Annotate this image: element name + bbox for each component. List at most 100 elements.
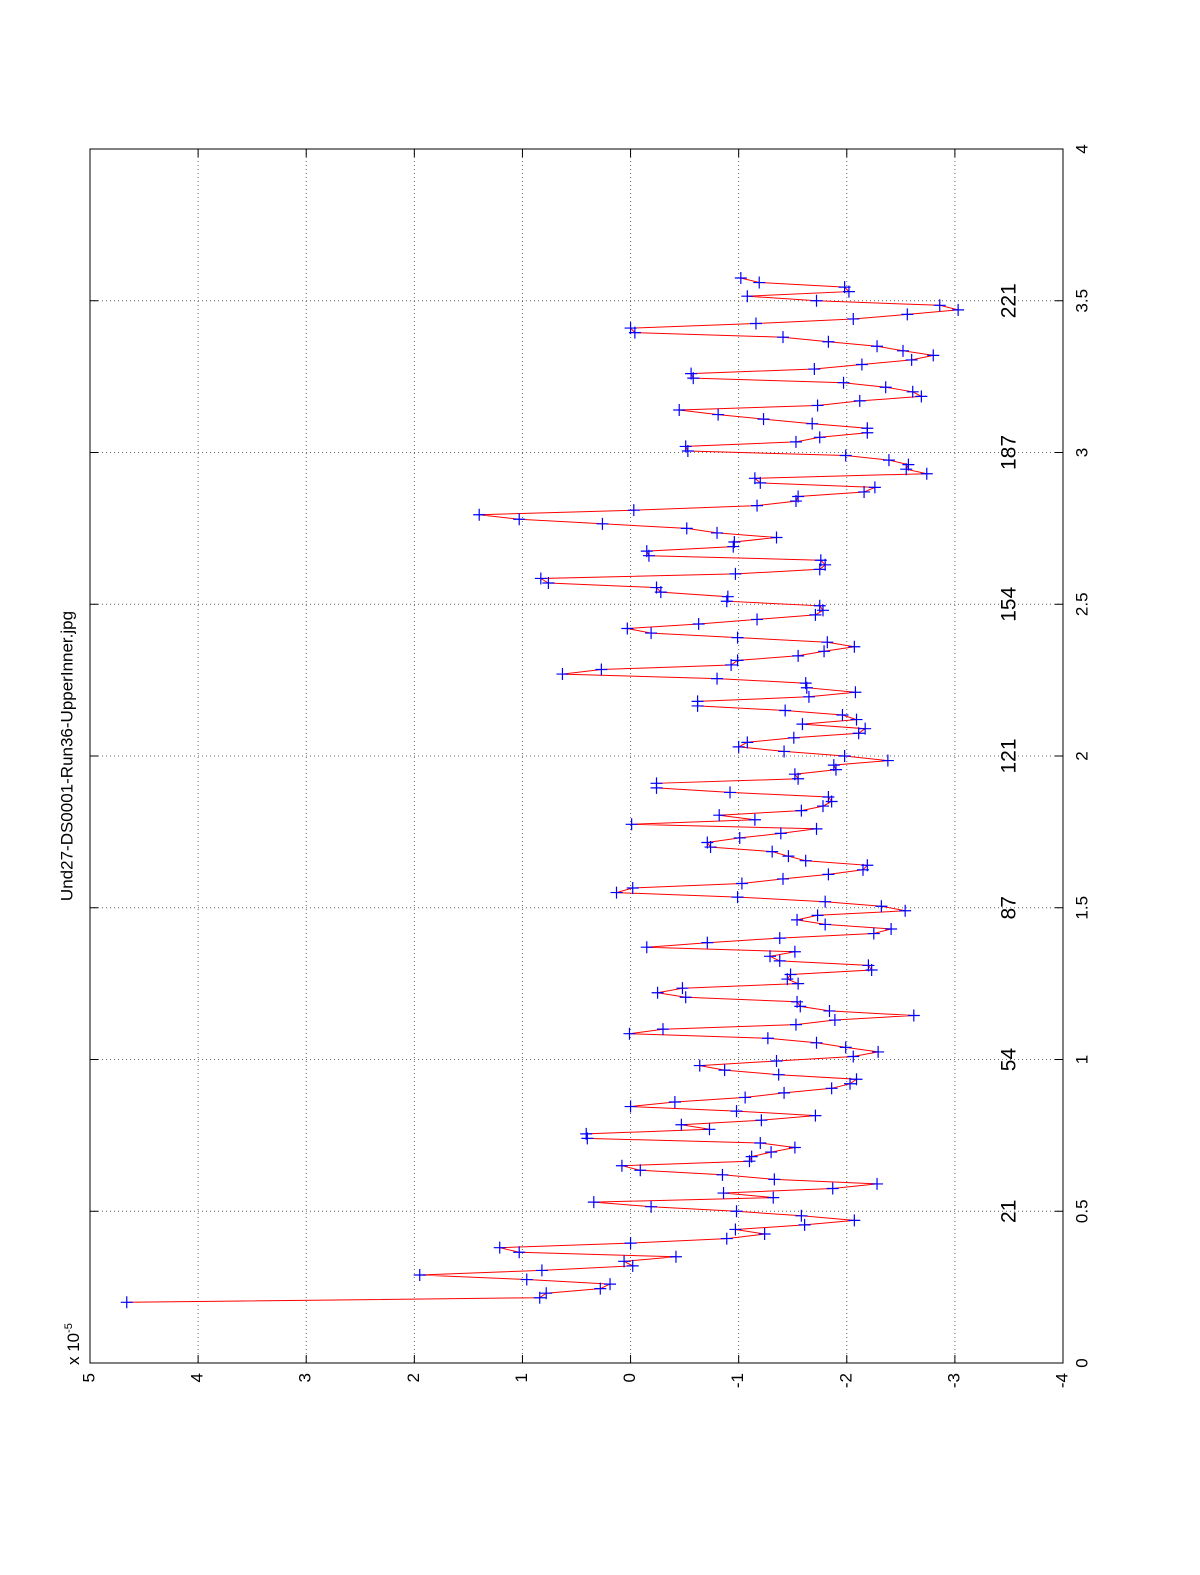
y-tick-label: -2 — [836, 1373, 855, 1388]
data-marker — [730, 1105, 743, 1118]
data-marker — [784, 968, 797, 981]
data-marker — [701, 936, 714, 949]
data-marker — [879, 381, 892, 394]
axis-multiplier: x 10-5 — [63, 1323, 84, 1365]
chart-title: Und27-DS0001-Run36-UpperInner.jpg — [57, 611, 76, 901]
data-marker — [754, 1136, 767, 1149]
annotation: 154 — [998, 586, 1021, 621]
data-marker — [693, 1059, 706, 1072]
data-marker — [712, 408, 725, 421]
data-marker — [701, 836, 714, 849]
y-tick-label: 0 — [620, 1373, 639, 1382]
data-marker — [625, 818, 638, 831]
data-marker — [764, 950, 777, 963]
data-marker — [813, 599, 826, 612]
annotation: 21 — [998, 1200, 1021, 1223]
data-marker — [901, 308, 914, 321]
data-marker — [848, 1214, 861, 1227]
data-marker — [813, 431, 826, 444]
data-marker — [734, 271, 747, 284]
x-tick-label: 3 — [1072, 448, 1091, 457]
data-marker — [896, 344, 909, 357]
data-marker — [766, 845, 779, 858]
data-marker — [808, 363, 821, 376]
multiplier-base: x 10 — [64, 1333, 83, 1365]
y-tick-label: 2 — [404, 1373, 423, 1382]
data-marker — [623, 1027, 636, 1040]
data-marker — [882, 454, 895, 467]
data-marker — [838, 281, 851, 294]
data-marker — [902, 458, 915, 471]
data-marker — [776, 872, 789, 885]
data-marker — [685, 367, 698, 380]
data-marker — [933, 299, 946, 312]
data-marker — [680, 522, 693, 535]
data-marker — [731, 891, 744, 904]
data-marker — [852, 727, 865, 740]
data-marker — [673, 404, 686, 417]
data-marker — [770, 531, 783, 544]
data-marker — [837, 376, 850, 389]
data-marker — [850, 1073, 863, 1086]
data-marker — [792, 649, 805, 662]
data-marker — [779, 704, 792, 717]
data-marker — [732, 740, 745, 753]
data-marker — [773, 932, 786, 945]
data-marker — [861, 422, 874, 435]
data-marker — [788, 768, 801, 781]
data-marker — [858, 485, 871, 498]
data-marker — [816, 800, 829, 813]
data-marker — [789, 435, 802, 448]
data-marker — [774, 827, 787, 840]
data-marker — [580, 1127, 593, 1140]
data-marker — [615, 1159, 628, 1172]
data-marker — [814, 554, 827, 567]
data-marker — [749, 317, 762, 330]
data-marker — [703, 1123, 716, 1136]
data-marker — [624, 1100, 637, 1113]
x-tick-label: 1 — [1072, 1055, 1091, 1064]
data-marker — [761, 1032, 774, 1045]
data-marker — [767, 1191, 780, 1204]
data-marker — [535, 1264, 548, 1277]
data-marker — [789, 1018, 802, 1031]
data-marker — [844, 1077, 857, 1090]
data-marker — [621, 622, 634, 635]
data-marker — [875, 900, 888, 913]
y-tick-label: 1 — [512, 1373, 531, 1382]
data-marker — [724, 786, 737, 799]
data-marker — [811, 399, 824, 412]
data-marker — [733, 831, 746, 844]
x-tick-label: 0 — [1072, 1358, 1091, 1367]
data-marker — [792, 490, 805, 503]
annotation: 87 — [998, 896, 1021, 919]
data-marker — [899, 904, 912, 917]
data-marker — [798, 1218, 811, 1231]
data-marker — [757, 413, 770, 426]
data-marker — [773, 954, 786, 967]
data-marker — [847, 312, 860, 325]
data-marker — [927, 349, 940, 362]
data-marker — [809, 1109, 822, 1122]
data-marker — [716, 1168, 729, 1181]
data-marker — [787, 731, 800, 744]
data-marker — [853, 394, 866, 407]
data-marker — [906, 385, 919, 398]
data-marker — [618, 1255, 631, 1268]
data-marker — [540, 1287, 553, 1300]
data-marker — [748, 472, 761, 485]
data-marker — [788, 945, 801, 958]
data-marker — [542, 577, 555, 590]
data-marker — [821, 636, 834, 649]
x-tick-label: 1.5 — [1072, 896, 1091, 920]
data-marker — [679, 440, 692, 453]
data-marker — [828, 1014, 841, 1027]
data-marker — [792, 977, 805, 990]
data-marker — [741, 736, 754, 749]
data-marker — [594, 1282, 607, 1295]
data-marker — [770, 1055, 783, 1068]
data-marker — [823, 1004, 836, 1017]
data-marker — [610, 886, 623, 899]
